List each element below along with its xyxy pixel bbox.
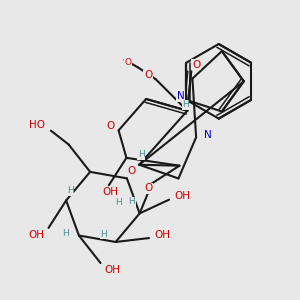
Text: H: H: [67, 186, 73, 195]
Text: HO: HO: [29, 120, 45, 130]
Text: OH: OH: [103, 187, 119, 197]
Text: OH: OH: [104, 265, 120, 275]
Text: N: N: [204, 130, 212, 140]
Text: OH: OH: [29, 230, 45, 240]
Text: O: O: [144, 183, 152, 193]
Text: H: H: [100, 230, 107, 238]
Text: O: O: [128, 166, 136, 176]
Text: H: H: [62, 229, 68, 238]
Text: O: O: [144, 70, 152, 80]
Text: OH: OH: [155, 230, 171, 240]
Text: N: N: [177, 91, 184, 101]
Text: O: O: [125, 58, 132, 67]
Text: O: O: [192, 60, 200, 70]
Text: H: H: [182, 100, 189, 109]
Text: H: H: [115, 197, 122, 206]
Text: O: O: [106, 122, 115, 131]
Text: H: H: [138, 150, 145, 159]
Text: H: H: [128, 197, 135, 206]
Text: OH: OH: [175, 191, 191, 201]
